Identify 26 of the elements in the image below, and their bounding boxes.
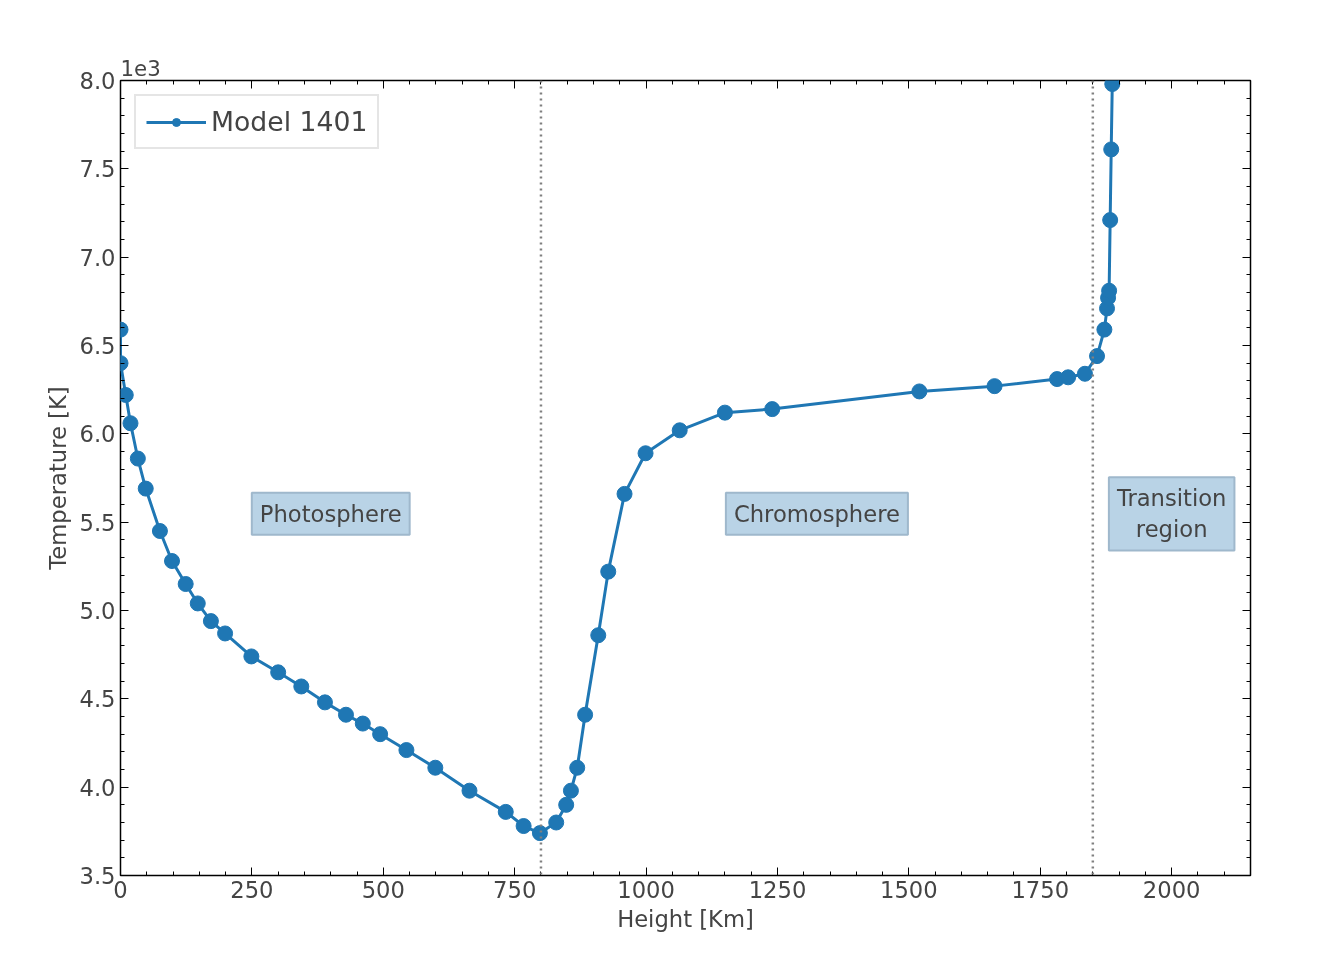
y-axis-title: Temperature [K] <box>45 386 72 571</box>
annotation: Chromosphere <box>733 500 900 527</box>
y-tick-label: 7.5 <box>79 156 116 183</box>
x-tick-label: 2000 <box>1142 876 1201 903</box>
y-tick-label: 6.0 <box>79 421 116 448</box>
y-tick-label: 6.5 <box>79 333 116 359</box>
legend-label: Model 1401 <box>211 106 368 137</box>
y-tick-label: 7.0 <box>79 244 116 271</box>
annotation: Photosphere <box>259 500 402 527</box>
x-tick-label: 0 <box>113 876 128 903</box>
annotation: Transition region <box>1115 485 1227 543</box>
x-tick-label: 750 <box>493 876 537 903</box>
x-tick-label: 1750 <box>1011 876 1070 903</box>
x-tick-label: 250 <box>230 876 274 903</box>
x-tick-label: 1500 <box>880 876 938 903</box>
y-tick-label: 3.5 <box>79 863 116 889</box>
x-tick-label: 1250 <box>748 876 807 903</box>
y-tick-label: 8.0 <box>79 68 116 94</box>
y-tick-label: 4.5 <box>79 686 116 713</box>
y-tick-label: 5.0 <box>79 598 116 624</box>
x-tick-label: 1000 <box>617 876 675 903</box>
annotation: 1e3 <box>120 55 161 81</box>
x-tick-label: 500 <box>361 876 405 903</box>
y-tick-label: 5.5 <box>79 509 116 536</box>
y-tick-label: 4.0 <box>79 774 116 801</box>
x-axis-title: Height [Km] <box>617 905 754 932</box>
